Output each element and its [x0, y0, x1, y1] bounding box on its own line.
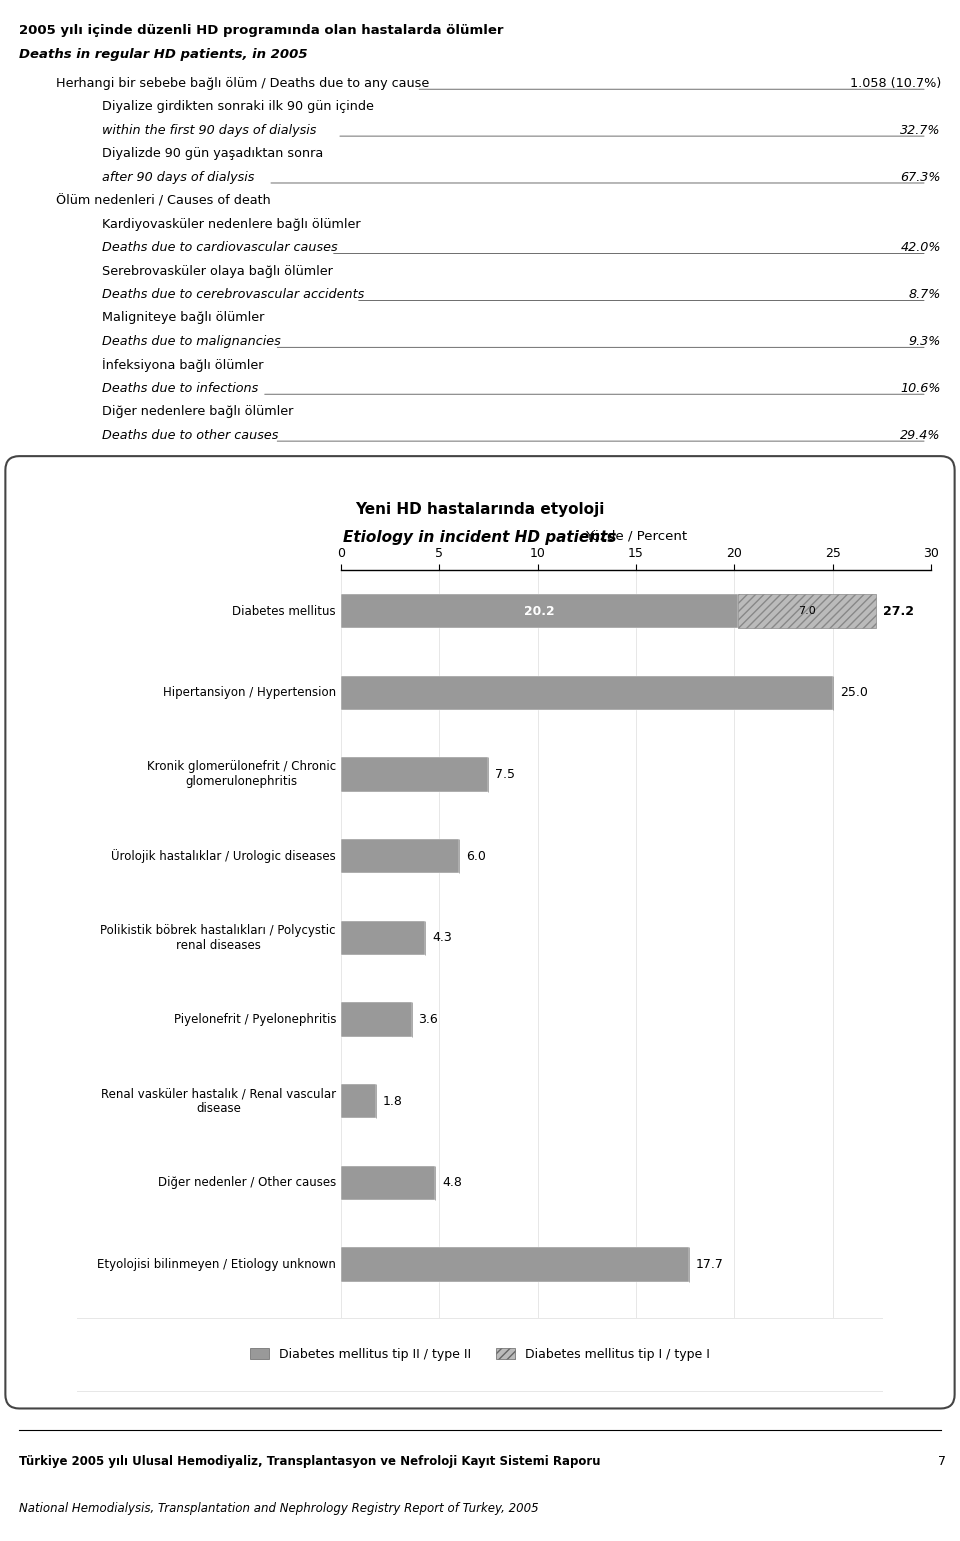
Text: Serebrovasküler olaya bağlı ölümler: Serebrovasküler olaya bağlı ölümler	[102, 265, 333, 277]
Bar	[341, 1165, 435, 1200]
Text: Deaths in regular HD patients, in 2005: Deaths in regular HD patients, in 2005	[19, 48, 308, 60]
Text: 1.058 (10.7%): 1.058 (10.7%)	[850, 77, 941, 89]
Text: Diyalize girdikten sonraki ilk 90 gün içinde: Diyalize girdikten sonraki ilk 90 gün iç…	[102, 100, 374, 114]
Text: Kardiyovasküler nedenlere bağlı ölümler: Kardiyovasküler nedenlere bağlı ölümler	[102, 217, 361, 231]
Text: 20.2: 20.2	[524, 604, 555, 618]
Bar	[341, 757, 489, 792]
X-axis label: Yüzde / Percent: Yüzde / Percent	[585, 530, 687, 542]
Text: 32.7%: 32.7%	[900, 123, 941, 137]
Text: 8.7%: 8.7%	[908, 288, 941, 300]
Text: Herhangi bir sebebe bağlı ölüm / Deaths due to any cause: Herhangi bir sebebe bağlı ölüm / Deaths …	[56, 77, 429, 89]
Text: 9.3%: 9.3%	[908, 334, 941, 348]
Bar	[341, 1328, 382, 1364]
Bar	[341, 838, 459, 874]
Text: 4.8: 4.8	[443, 1176, 462, 1190]
Text: 2005 yılı içinde düzenli HD programında olan hastalarda ölümler: 2005 yılı içinde düzenli HD programında …	[19, 25, 504, 37]
Bar	[341, 675, 832, 710]
Bar	[341, 1083, 376, 1119]
Text: 2.1: 2.1	[389, 1339, 409, 1353]
Text: Deaths due to cardiovascular causes: Deaths due to cardiovascular causes	[102, 240, 338, 254]
Text: Kronik glomerülonefrit / Chronic
glomerulonephritis: Kronik glomerülonefrit / Chronic glomeru…	[147, 760, 336, 789]
Text: Deaths due to cerebrovascular accidents: Deaths due to cerebrovascular accidents	[102, 288, 365, 300]
FancyBboxPatch shape	[69, 1318, 891, 1392]
Text: Yeni HD hastalarında etyoloji: Yeni HD hastalarında etyoloji	[355, 502, 605, 518]
Bar	[341, 1247, 689, 1282]
Text: Ürolojik hastalıklar / Urologic diseases: Ürolojik hastalıklar / Urologic diseases	[111, 849, 336, 863]
Text: Diabetes mellitus: Diabetes mellitus	[232, 604, 336, 618]
Text: 7.5: 7.5	[495, 767, 516, 781]
Text: Deaths due to other causes: Deaths due to other causes	[102, 428, 278, 442]
Text: 7: 7	[938, 1455, 946, 1469]
Text: 10.6%: 10.6%	[900, 382, 941, 394]
Text: 1.8: 1.8	[383, 1094, 403, 1108]
Text: 67.3%: 67.3%	[900, 171, 941, 183]
Text: Hipertansiyon / Hypertension: Hipertansiyon / Hypertension	[163, 686, 336, 700]
Text: Diyalizde 90 gün yaşadıktan sonra: Diyalizde 90 gün yaşadıktan sonra	[102, 148, 324, 160]
Text: 6.0: 6.0	[466, 849, 486, 863]
Text: Bilgi yok / Missing data: Bilgi yok / Missing data	[200, 1339, 336, 1353]
Text: 3.6: 3.6	[419, 1012, 439, 1026]
Legend: Diabetes mellitus tip II / type II, Diabetes mellitus tip I / type I: Diabetes mellitus tip II / type II, Diab…	[247, 1344, 713, 1365]
Text: Piyelonefrit / Pyelonephritis: Piyelonefrit / Pyelonephritis	[174, 1012, 336, 1026]
Text: Etiology in incident HD patients: Etiology in incident HD patients	[344, 530, 616, 546]
Bar	[341, 1002, 412, 1037]
Text: Ölüm nedenleri / Causes of death: Ölüm nedenleri / Causes of death	[56, 194, 271, 206]
Text: Deaths due to malignancies: Deaths due to malignancies	[102, 334, 281, 348]
FancyBboxPatch shape	[6, 456, 954, 1408]
Text: 42.0%: 42.0%	[900, 240, 941, 254]
Text: Deaths due to infections: Deaths due to infections	[102, 382, 258, 394]
Text: Renal vasküler hastalık / Renal vascular
disease: Renal vasküler hastalık / Renal vascular…	[101, 1086, 336, 1116]
Text: 29.4%: 29.4%	[900, 428, 941, 442]
Text: İnfeksiyona bağlı ölümler: İnfeksiyona bağlı ölümler	[102, 359, 264, 373]
Text: Diğer nedenlere bağlı ölümler: Diğer nedenlere bağlı ölümler	[102, 405, 294, 418]
Text: 4.3: 4.3	[432, 931, 452, 945]
Text: 27.2: 27.2	[883, 604, 914, 618]
Text: 7.0: 7.0	[799, 606, 816, 616]
Bar	[341, 593, 738, 629]
Text: after 90 days of dialysis: after 90 days of dialysis	[102, 171, 254, 183]
Text: 25.0: 25.0	[840, 686, 868, 700]
Text: National Hemodialysis, Transplantation and Nephrology Registry Report of Turkey,: National Hemodialysis, Transplantation a…	[19, 1502, 539, 1515]
Text: Etyolojisi bilinmeyen / Etiology unknown: Etyolojisi bilinmeyen / Etiology unknown	[97, 1257, 336, 1271]
Text: Türkiye 2005 yılı Ulusal Hemodiyaliz, Transplantasyon ve Nefroloji Kayıt Sistemi: Türkiye 2005 yılı Ulusal Hemodiyaliz, Tr…	[19, 1455, 601, 1469]
Bar	[341, 920, 425, 955]
Text: within the first 90 days of dialysis: within the first 90 days of dialysis	[102, 123, 317, 137]
Text: Diğer nedenler / Other causes: Diğer nedenler / Other causes	[157, 1176, 336, 1190]
Text: Maligniteye bağlı ölümler: Maligniteye bağlı ölümler	[102, 311, 265, 325]
Text: Polikistik böbrek hastalıkları / Polycystic
renal diseases: Polikistik böbrek hastalıkları / Polycys…	[101, 923, 336, 952]
Bar	[738, 593, 876, 629]
Text: 17.7: 17.7	[696, 1257, 724, 1271]
